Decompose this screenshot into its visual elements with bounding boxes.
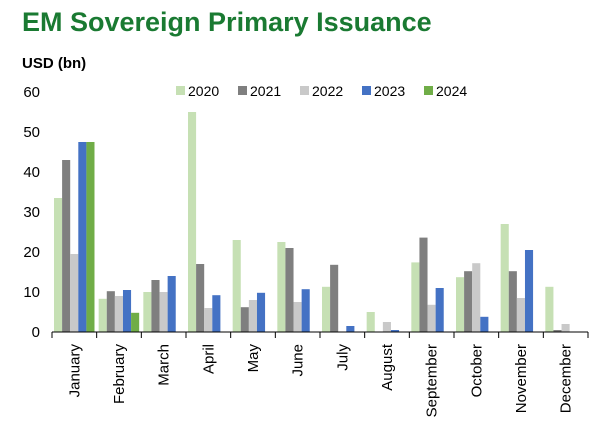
bar-2022-january [70, 254, 79, 332]
bar-2022-december [561, 324, 570, 332]
bar-2022-april [204, 308, 213, 332]
bar-2020-july [322, 286, 331, 332]
x-tick-label: August [379, 343, 396, 391]
bar-2022-may [248, 300, 257, 332]
bar-2023-july [346, 326, 355, 332]
x-tick-label: June [290, 344, 307, 377]
bar-2021-march [151, 280, 160, 332]
x-axis-labels: January February March April May June July Augu… [66, 343, 574, 417]
bar-2022-march [159, 292, 168, 332]
bar-2021-september [419, 237, 428, 332]
bar-2020-june [277, 242, 286, 332]
bar-2023-october [480, 316, 489, 332]
legend-label-2022: 2022 [312, 83, 343, 99]
bar-2023-may [256, 292, 266, 332]
chart-title: EM Sovereign Primary Issuance [22, 7, 432, 37]
bar-2020-august [366, 312, 375, 332]
bar-2022-august [382, 322, 391, 332]
bar-2023-june [301, 289, 310, 332]
legend-label-2021: 2021 [250, 83, 281, 99]
bar-2023-april [212, 295, 221, 332]
bar-2022-june [293, 302, 302, 332]
x-tick-label: October [468, 344, 485, 397]
x-tick-label: July [334, 344, 351, 371]
legend-swatch-2023 [362, 86, 371, 95]
bar-2022-september [427, 304, 436, 332]
bar-2020-april [188, 112, 197, 332]
bar-2023-november [524, 250, 534, 332]
legend-label-2024: 2024 [436, 83, 467, 99]
bar-2023-february [122, 290, 132, 332]
bars [54, 112, 570, 332]
bar-2023-august [390, 330, 400, 332]
bar-2021-january [62, 160, 71, 332]
legend-label-2023: 2023 [374, 83, 405, 99]
y-tick-label: 50 [23, 124, 40, 141]
legend: 2020 2021 2022 2023 2024 [176, 83, 467, 99]
y-axis-ticks: 0 10 20 30 40 50 60 [23, 84, 40, 341]
bar-2023-january [78, 142, 87, 332]
y-tick-label: 0 [32, 324, 40, 341]
bar-2023-march [167, 276, 176, 332]
x-tick-label: January [66, 344, 83, 398]
y-tick-label: 20 [23, 244, 40, 261]
x-tick-label: February [111, 344, 128, 405]
y-tick-label: 40 [23, 164, 40, 181]
bar-2020-january [54, 198, 63, 332]
bar-2024-january [86, 142, 95, 332]
bar-2020-october [456, 277, 465, 332]
bar-2021-may [240, 307, 249, 332]
axes [51, 331, 589, 338]
bar-2020-february [98, 298, 107, 332]
y-tick-label: 60 [23, 84, 40, 101]
bar-2021-november [508, 271, 517, 332]
x-tick-label: December [558, 344, 575, 413]
legend-swatch-2021 [238, 86, 247, 95]
y-tick-label: 10 [23, 284, 40, 301]
bar-2021-december [553, 330, 562, 332]
x-tick-label: April [200, 344, 217, 374]
bar-2021-february [106, 291, 115, 332]
bar-2020-march [143, 292, 152, 332]
x-tick-label: March [156, 344, 173, 386]
bar-2020-may [232, 240, 241, 332]
x-tick-label: November [513, 344, 530, 413]
x-tick-label: May [245, 344, 262, 373]
bar-2021-april [196, 264, 205, 332]
bar-2024-february [131, 312, 140, 332]
bar-2021-july [330, 264, 339, 332]
bar-2020-november [500, 224, 509, 332]
legend-label-2020: 2020 [188, 83, 219, 99]
bar-2020-december [545, 286, 554, 332]
bar-2022-february [114, 296, 123, 332]
bar-2022-november [516, 298, 525, 332]
y-axis-label: USD (bn) [22, 55, 87, 72]
bar-2022-october [472, 263, 481, 332]
legend-swatch-2024 [424, 86, 433, 95]
bar-2021-june [285, 248, 294, 332]
x-tick-label: September [424, 344, 441, 417]
legend-swatch-2022 [300, 86, 309, 95]
y-tick-label: 30 [23, 204, 40, 221]
bar-2020-september [411, 262, 420, 332]
bar-2023-september [435, 288, 444, 332]
bar-2021-october [464, 271, 473, 332]
legend-swatch-2020 [176, 86, 185, 95]
